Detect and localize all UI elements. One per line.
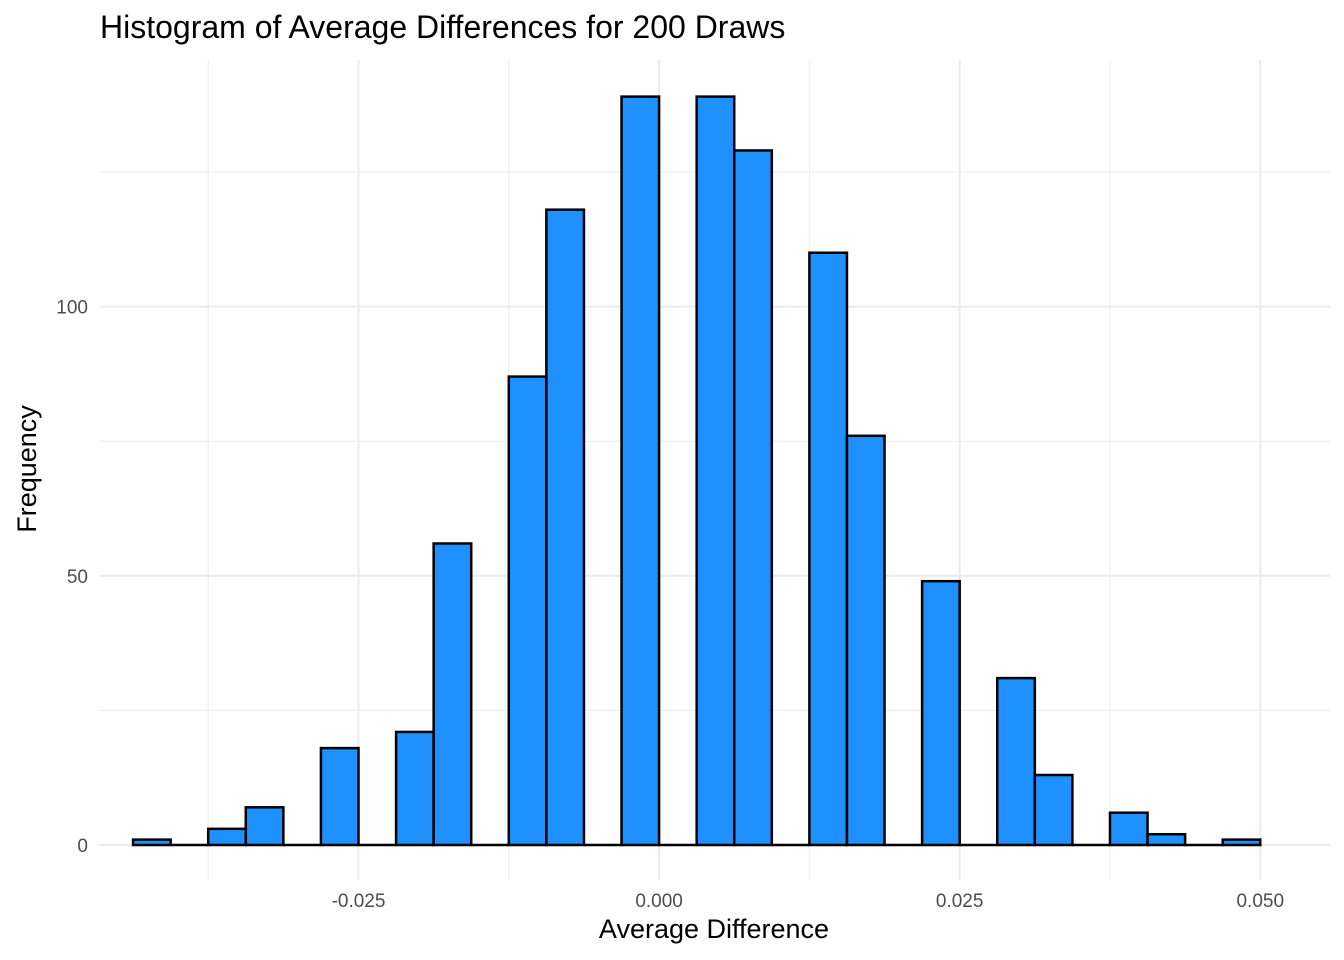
histogram-bar [1146, 832, 1187, 847]
histogram-bar [808, 251, 849, 847]
histogram-bar [1033, 773, 1074, 847]
histogram-bar [996, 676, 1037, 847]
histogram-bar [732, 149, 774, 847]
histogram-bar [507, 375, 548, 847]
y-tick-label: 100 [56, 298, 88, 319]
y-tick-label: 0 [77, 836, 88, 857]
histogram-bar [206, 827, 248, 847]
histogram-bar [620, 95, 661, 847]
histogram-bar [1221, 838, 1262, 847]
histogram-bar [432, 542, 473, 847]
y-axis-title: Frequency [12, 405, 42, 533]
histogram-bars [131, 95, 1262, 847]
histogram-bar [394, 730, 435, 847]
x-axis-title: Average Difference [599, 914, 829, 944]
histogram-bar [845, 434, 886, 847]
y-axis-ticks: 0 50 100 [56, 298, 88, 857]
histogram-bar [920, 579, 961, 847]
x-tick-label: 0.025 [936, 891, 984, 912]
histogram-bar [695, 95, 736, 847]
histogram-bar [545, 208, 586, 847]
x-axis-ticks: -0.025 0.000 0.025 0.050 [332, 891, 1284, 912]
x-tick-label: 0.000 [635, 891, 683, 912]
chart-title: Histogram of Average Differences for 200… [100, 9, 785, 45]
histogram-bar [1108, 811, 1149, 847]
histogram-bar [131, 838, 172, 847]
y-tick-label: 50 [67, 567, 88, 588]
x-tick-label: 0.050 [1236, 891, 1284, 912]
histogram-bar [319, 746, 360, 847]
histogram-bar [244, 806, 285, 847]
x-tick-label: -0.025 [332, 891, 386, 912]
